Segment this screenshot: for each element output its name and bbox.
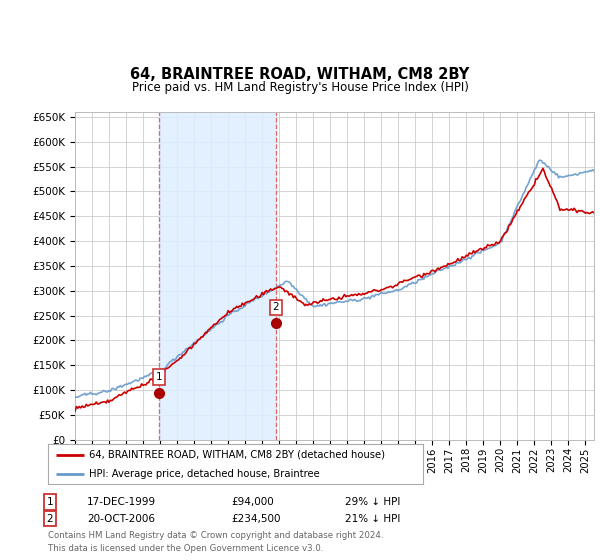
Text: 21% ↓ HPI: 21% ↓ HPI [345,514,400,524]
Text: 64, BRAINTREE ROAD, WITHAM, CM8 2BY (detached house): 64, BRAINTREE ROAD, WITHAM, CM8 2BY (det… [89,450,385,460]
Text: 2: 2 [46,514,53,524]
Text: 2: 2 [272,302,279,312]
Text: 1: 1 [46,497,53,507]
Text: £94,000: £94,000 [231,497,274,507]
Text: 20-OCT-2006: 20-OCT-2006 [87,514,155,524]
Text: £234,500: £234,500 [231,514,281,524]
Text: 1: 1 [156,372,163,382]
Text: Contains HM Land Registry data © Crown copyright and database right 2024.
This d: Contains HM Land Registry data © Crown c… [48,531,383,553]
Bar [160,112,275,440]
Text: 64, BRAINTREE ROAD, WITHAM, CM8 2BY: 64, BRAINTREE ROAD, WITHAM, CM8 2BY [130,67,470,82]
Text: Price paid vs. HM Land Registry's House Price Index (HPI): Price paid vs. HM Land Registry's House … [131,81,469,94]
Text: HPI: Average price, detached house, Braintree: HPI: Average price, detached house, Brai… [89,469,320,478]
Text: 17-DEC-1999: 17-DEC-1999 [87,497,156,507]
Text: 29% ↓ HPI: 29% ↓ HPI [345,497,400,507]
